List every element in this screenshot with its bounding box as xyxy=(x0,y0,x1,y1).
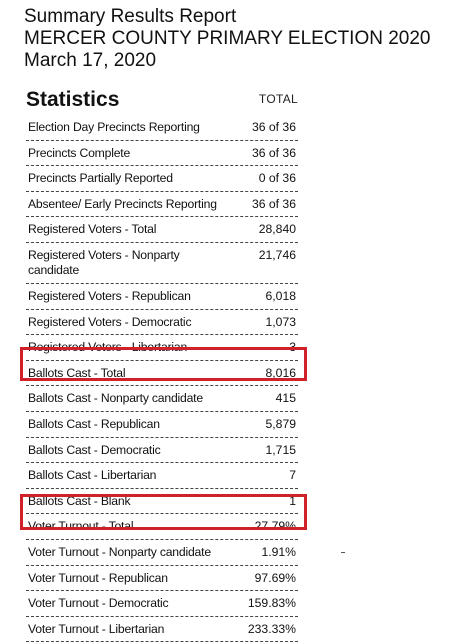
election-name: MERCER COUNTY PRIMARY ELECTION 2020 xyxy=(24,28,431,49)
row-label: Voter Turnout - Democratic xyxy=(28,596,169,611)
row-value: 6,018 xyxy=(265,288,297,303)
row-label: Precincts Complete xyxy=(28,145,131,160)
row-value: 1 xyxy=(289,493,296,508)
statistics-table: Election Day Precincts Reporting 36 of 36… xyxy=(26,115,298,642)
table-row: Ballots Cast - Republican 5,879 xyxy=(26,412,298,438)
table-row: Ballots Cast - Blank 1 xyxy=(26,489,298,515)
row-value: 415 xyxy=(275,391,296,406)
row-label: Election Day Precincts Reporting xyxy=(28,120,200,134)
row-value: 233.33% xyxy=(247,621,296,636)
total-column-header: TOTAL xyxy=(258,92,298,106)
report-title: Summary Results Report xyxy=(24,6,237,27)
report-header: Summary Results Report MERCER COUNTY PRI… xyxy=(24,6,431,72)
row-label: Registered Voters - Democratic xyxy=(28,314,192,329)
row-label: Registered Voters - Republican xyxy=(28,288,191,303)
row-label: Ballots Cast - Nonparty candidate xyxy=(28,391,203,406)
row-label: Absentee/ Early Precincts Reporting xyxy=(28,196,217,211)
row-value: 1.91% xyxy=(261,544,296,559)
row-label: Ballots Cast - Blank xyxy=(28,493,131,508)
row-label: Precincts Partially Reported xyxy=(28,171,173,186)
table-row: Ballots Cast - Total 8,016 xyxy=(26,361,298,387)
statistics-title: Statistics xyxy=(26,88,120,111)
row-value: 159.83% xyxy=(247,596,296,611)
row-value: 27.79% xyxy=(254,519,296,534)
row-value: 28,840 xyxy=(258,222,296,237)
election-date: March 17, 2020 xyxy=(24,50,157,71)
row-label: Voter Turnout - Total xyxy=(28,519,134,534)
row-value: 8,016 xyxy=(265,365,297,380)
table-row: Voter Turnout - Democratic 159.83% xyxy=(26,591,298,617)
row-value: 0 of 36 xyxy=(258,171,296,186)
row-label: Ballots Cast - Libertarian xyxy=(28,468,157,483)
row-value: 1,715 xyxy=(265,442,297,457)
table-row: Registered Voters - Republican 6,018 xyxy=(26,284,298,310)
row-value: 97.69% xyxy=(254,570,296,585)
row-label: Ballots Cast - Republican xyxy=(28,416,160,431)
row-label: Voter Turnout - Libertarian xyxy=(28,621,165,636)
table-row: Registered Voters - Libertarian 3 xyxy=(26,335,298,361)
row-value: 5,879 xyxy=(265,416,297,431)
row-label: Registered Voters - Total xyxy=(28,222,157,237)
row-value: 3 xyxy=(289,340,296,355)
row-label: Registered Voters - Libertarian xyxy=(28,340,188,355)
table-row: Precincts Complete 36 of 36 xyxy=(26,141,298,167)
row-value: 36 of 36 xyxy=(251,145,296,160)
table-row: Election Day Precincts Reporting 36 of 36 xyxy=(26,115,298,141)
table-row: Registered Voters - Democratic 1,073 xyxy=(26,310,298,336)
table-row: Registered Voters - Nonparty candidate 21… xyxy=(26,243,298,284)
table-row: Ballots Cast - Democratic 1,715 xyxy=(26,438,298,464)
table-row: Voter Turnout - Libertarian 233.33% xyxy=(26,617,298,642)
table-row: Ballots Cast - Libertarian 7 xyxy=(26,463,298,489)
table-row: Registered Voters - Total 28,840 xyxy=(26,217,298,243)
row-label: Ballots Cast - Democratic xyxy=(28,442,161,457)
row-value: 21,746 xyxy=(258,247,296,262)
table-row: Precincts Partially Reported 0 of 36 xyxy=(26,166,298,192)
row-label: Ballots Cast - Total xyxy=(28,365,126,380)
table-row: Absentee/ Early Precincts Reporting 36 of… xyxy=(26,192,298,218)
row-value: 1,073 xyxy=(265,314,297,329)
table-row: Voter Turnout - Nonparty candidate 1.91% xyxy=(26,540,298,566)
row-label: Voter Turnout - Nonparty candidate xyxy=(28,544,211,559)
table-row: Voter Turnout - Total 27.79% xyxy=(26,514,298,540)
table-row: Ballots Cast - Nonparty candidate 415 xyxy=(26,386,298,412)
table-row: Voter Turnout - Republican 97.69% xyxy=(26,566,298,592)
stray-mark xyxy=(341,552,345,553)
row-value: 36 of 36 xyxy=(251,120,296,134)
row-label: Registered Voters - Nonparty candidate xyxy=(28,247,180,277)
row-label: Voter Turnout - Republican xyxy=(28,570,168,585)
statistics-heading-row: Statistics TOTAL xyxy=(26,88,298,114)
row-value: 36 of 36 xyxy=(251,196,296,211)
row-value: 7 xyxy=(289,468,296,483)
